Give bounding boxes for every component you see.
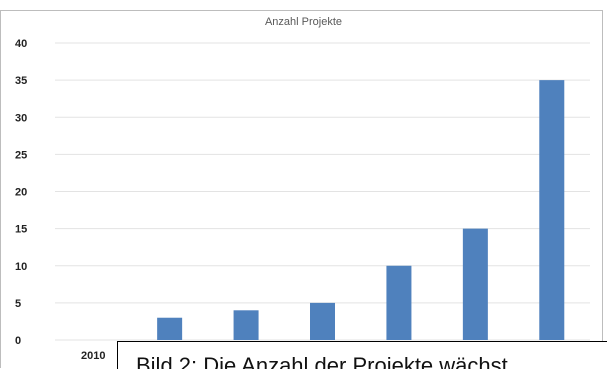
bars: [157, 80, 565, 340]
bar: [157, 317, 183, 340]
chart-title: Anzahl Projekte: [264, 16, 343, 28]
y-tick-label: 10: [15, 261, 27, 273]
chart-border: [0, 10, 603, 368]
x-tick-label: 2010: [81, 350, 105, 362]
bar: [539, 80, 565, 340]
y-tick-label: 25: [15, 149, 27, 161]
y-tick-label: 5: [15, 298, 21, 310]
y-tick-label: 30: [15, 112, 27, 124]
y-tick-label: 0: [15, 335, 21, 347]
caption-box: [117, 341, 607, 369]
y-axis-tick-labels: 0 5 10 15 20 25 30 35 40: [15, 38, 27, 347]
bar: [386, 265, 412, 340]
y-tick-label: 20: [15, 187, 27, 199]
bar: [233, 310, 259, 340]
y-tick-label: 15: [15, 224, 27, 236]
figure-caption: Bild 2: Die Anzahl der Projekte wächst: [136, 353, 508, 369]
y-tick-label: 40: [15, 38, 27, 50]
bar: [310, 302, 335, 340]
gridlines: [55, 42, 590, 341]
x-axis-tick-labels: 2010: [81, 350, 105, 362]
y-tick-label: 35: [15, 75, 27, 87]
bar: [462, 228, 488, 340]
